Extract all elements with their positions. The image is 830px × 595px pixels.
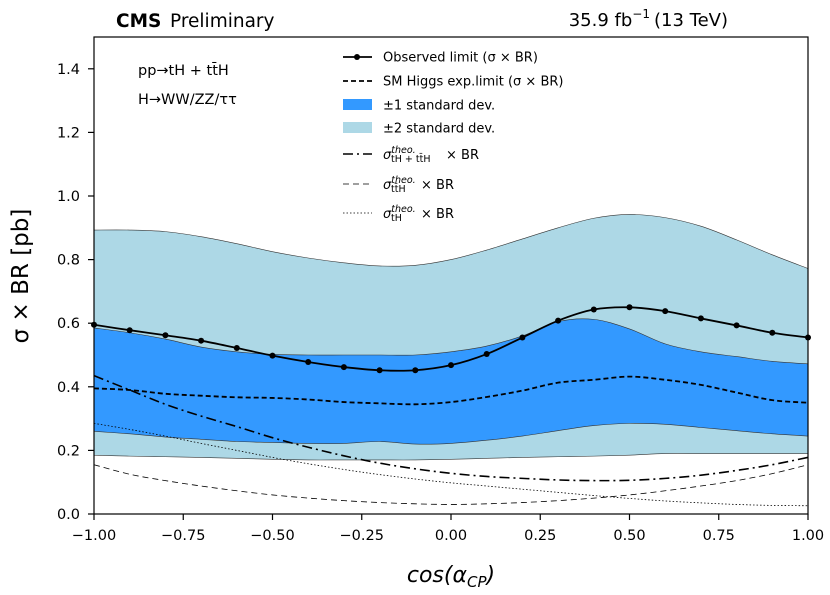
observed-point-2 (162, 332, 169, 339)
observed-point-17 (697, 315, 704, 322)
y-tick-label: 0.2 (57, 443, 80, 459)
x-tick-label: 0.00 (435, 528, 467, 544)
y-tick-label: 1.2 (57, 125, 80, 141)
observed-point-9 (412, 367, 419, 374)
legend-entry-band2: ±2 standard dev. (343, 122, 495, 137)
legend-entry-band1: ±1 standard dev. (343, 99, 495, 114)
x-tick-label: 0.50 (613, 528, 645, 544)
observed-point-4 (233, 345, 240, 352)
y-tick-label: 1.0 (57, 189, 80, 205)
preliminary-label: Preliminary (170, 11, 275, 32)
x-tick-label: 0.25 (524, 528, 556, 544)
y-tick-label: 0.4 (57, 380, 80, 396)
observed-point-10 (448, 362, 454, 369)
observed-point-1 (126, 327, 133, 334)
legend-entry-theory-th: σtheo. tH × BR (343, 204, 454, 224)
svg-text:SM Higgs exp.limit (σ × BR): SM Higgs exp.limit (σ × BR) (383, 75, 563, 90)
svg-text:±2 standard dev.: ±2 standard dev. (383, 122, 495, 137)
process-annotation: pp→tH + tt̄H (138, 61, 229, 79)
observed-point-8 (376, 367, 383, 374)
x-axis-label: cos(αCP) (407, 563, 495, 591)
legend-entry-theory-sum: σtheo. tH + tt̄H × BR (343, 145, 479, 165)
observed-point-11 (483, 351, 490, 358)
legend: Observed limit (σ × BR) SM Higgs exp.lim… (343, 51, 563, 224)
luminosity-label: 35.9 fb−1 (13 TeV) (569, 7, 728, 31)
legend-entry-expected: SM Higgs exp.limit (σ × BR) (343, 75, 563, 90)
theory-th-line (93, 422, 809, 507)
svg-text:±1 standard dev.: ±1 standard dev. (383, 99, 495, 114)
x-tick-label: −1.00 (72, 528, 116, 544)
svg-text:σtheo.: σtheo. (383, 175, 416, 193)
x-tick-label: −0.25 (340, 528, 384, 544)
svg-text:× BR: × BR (421, 178, 454, 193)
observed-point-5 (269, 352, 276, 359)
theory-sum-line (93, 374, 809, 482)
x-tick-label: −0.75 (161, 528, 205, 544)
svg-text:σtheo.: σtheo. (383, 145, 416, 163)
observed-point-19 (769, 329, 776, 336)
x-tick-label: 1.00 (792, 528, 824, 544)
svg-text:tH + tt̄H: tH + tt̄H (391, 153, 430, 165)
svg-text:tt̄H: tt̄H (391, 183, 406, 195)
decay-annotation: H→WW/ZZ/ττ (138, 92, 237, 108)
observed-point-3 (198, 337, 205, 344)
observed-point-14 (590, 306, 597, 313)
svg-text:σtheo.: σtheo. (383, 204, 416, 222)
svg-text:Observed limit (σ × BR): Observed limit (σ × BR) (383, 51, 538, 66)
x-tick-label: −0.50 (250, 528, 294, 544)
legend-entry-theory-tth: σtheo. tt̄H × BR (343, 175, 454, 195)
y-tick-label: 1.4 (57, 62, 80, 78)
svg-text:tH: tH (391, 213, 402, 224)
observed-point-16 (662, 308, 669, 315)
theory-tth-line (93, 464, 809, 505)
y-axis-label: σ × BR [pb] (8, 209, 34, 344)
x-axis-ticks: −1.00 −0.75 −0.50 −0.25 0.00 0.25 0.50 0.75 1.00 (72, 514, 824, 544)
y-tick-label: 0.0 (57, 507, 80, 523)
y-axis-ticks: 0.0 0.2 0.4 0.6 0.8 1.0 1.2 1.4 (57, 62, 94, 523)
cms-label: CMS (116, 11, 161, 32)
observed-point-15 (626, 304, 633, 311)
svg-text:× BR: × BR (446, 148, 479, 163)
x-tick-label: 0.75 (703, 528, 735, 544)
observed-markers (91, 304, 811, 374)
observed-point-18 (733, 322, 740, 329)
y-tick-label: 0.6 (57, 316, 80, 332)
observed-point-6 (305, 358, 312, 365)
legend-entry-observed: Observed limit (σ × BR) (343, 51, 538, 66)
observed-point-13 (555, 317, 562, 324)
y-tick-label: 0.8 (57, 253, 80, 269)
observed-point-7 (340, 364, 347, 371)
svg-text:× BR: × BR (421, 207, 454, 222)
observed-point-12 (519, 334, 526, 341)
plot-area (91, 214, 811, 507)
